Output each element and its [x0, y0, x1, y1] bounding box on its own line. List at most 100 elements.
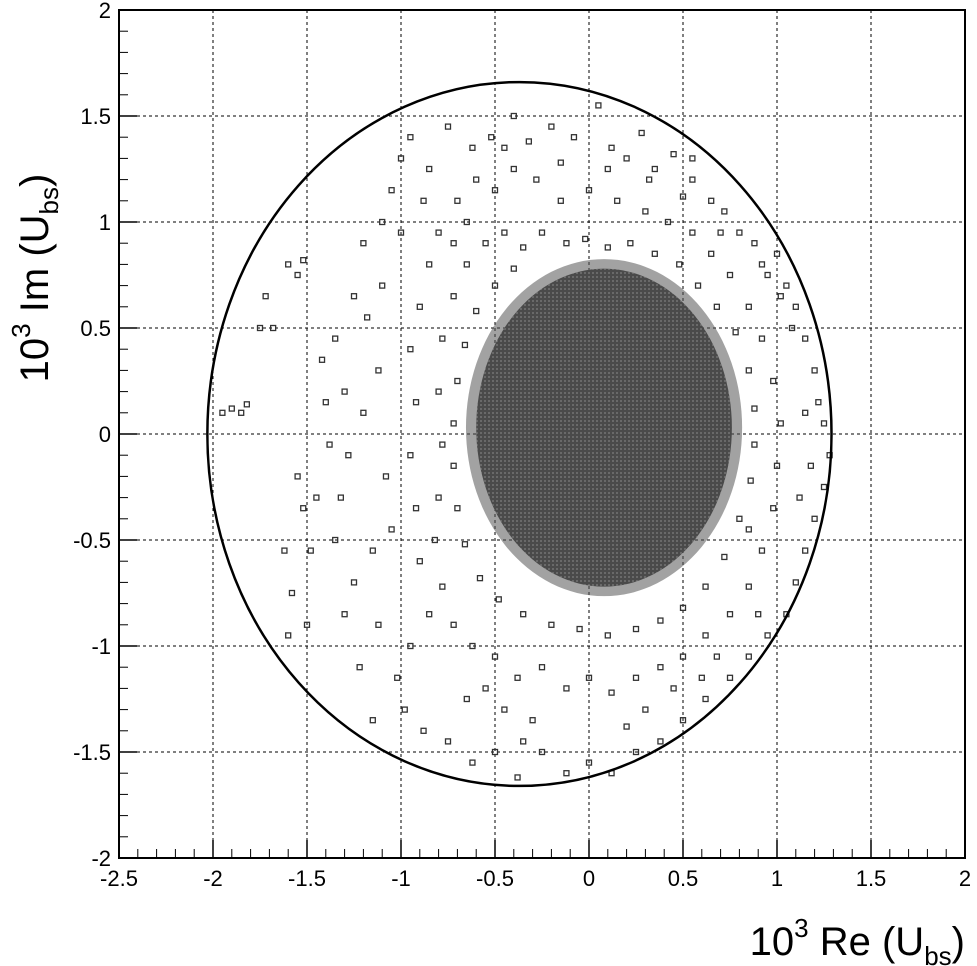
scatter-point [454, 505, 461, 512]
scatter-point [657, 617, 664, 624]
scatter-point [608, 689, 615, 696]
scatter-point [557, 159, 564, 166]
scatter-points [219, 102, 833, 781]
scatter-point [388, 187, 395, 194]
x-tick-label: -2 [203, 866, 223, 891]
scatter-point [694, 282, 702, 289]
scatter-point [435, 494, 442, 501]
scatter-point [520, 611, 527, 618]
scatter-point [721, 553, 728, 561]
scatter-point [604, 165, 611, 173]
scatter-point [708, 250, 715, 257]
scatter-point [689, 176, 696, 183]
scatter-point [439, 583, 446, 590]
scatter-point [285, 632, 292, 639]
scatter-point [773, 462, 781, 469]
y-tick-label: -1.5 [73, 740, 111, 765]
scatter-point [623, 155, 630, 162]
scatter-point [341, 611, 348, 618]
x-tick-label: -0.5 [476, 866, 514, 891]
scatter-point [726, 674, 734, 681]
scatter-point [476, 575, 484, 582]
scatter-point [520, 244, 527, 251]
x-axis-title-exponent: 3 [794, 913, 808, 943]
scatter-point [770, 505, 777, 512]
x-tick-label: 2 [959, 866, 971, 891]
x-tick-label: -2.5 [100, 866, 138, 891]
scatter-point [450, 621, 457, 628]
scatter-point [726, 611, 734, 618]
scatter-point [431, 536, 438, 544]
scatter-point [679, 604, 687, 611]
scatter-point [350, 293, 358, 300]
scatter-point [657, 664, 664, 671]
scatter-point [570, 134, 578, 141]
scatter-point [604, 244, 611, 251]
scatter-point [439, 335, 446, 342]
scatter-point [407, 642, 414, 650]
scatter-point [745, 583, 752, 590]
scatter-point [318, 356, 326, 363]
axis-ticks [118, 9, 966, 859]
x-axis-title: 103 Re (Ubs) [750, 913, 965, 966]
scatter-point [463, 695, 470, 703]
scatter-point [651, 250, 658, 257]
scatter-point [751, 441, 758, 448]
scatter-point [585, 674, 593, 681]
scatter-point [614, 197, 621, 204]
scatter-point [501, 706, 508, 713]
scatter-point [702, 632, 709, 639]
y-tick-label: 0 [99, 422, 111, 447]
scatter-point [469, 759, 476, 766]
scatter-point [642, 208, 649, 215]
scatter-point [337, 494, 344, 501]
scatter-point [538, 748, 546, 756]
y-tick-labels: -2 -1.5 -1 -0.5 0 0.5 1 1.5 2 [73, 0, 111, 871]
scatter-point [623, 723, 630, 730]
scatter-point [792, 579, 799, 586]
scatter-point [745, 367, 752, 374]
scatter-point [563, 240, 570, 247]
scatter-point [732, 329, 739, 336]
x-tick-label: -1.5 [288, 866, 326, 891]
y-axis-title: 103 Im (Ubs) [6, 174, 64, 383]
scatter-point [491, 187, 499, 194]
scatter-point [608, 144, 615, 151]
scatter-point [388, 526, 395, 533]
scatter-point [670, 151, 677, 158]
scatter-point [708, 197, 715, 204]
y-axis-title-close: ) [13, 174, 57, 187]
x-tick-label: 0.5 [668, 866, 699, 891]
scatter-point [510, 165, 517, 173]
y-tick-label: 1.5 [80, 104, 111, 129]
scatter-point [360, 409, 367, 416]
scatter-point [300, 257, 307, 264]
scatter-point [379, 218, 386, 226]
scatter-point [345, 452, 352, 459]
scatter-point [332, 536, 339, 544]
scatter-point [288, 589, 296, 597]
scatter-point [407, 134, 414, 141]
scatter-point [450, 240, 457, 247]
scatter-point [811, 367, 818, 374]
scatter-point [642, 706, 649, 713]
scatter-point [770, 377, 777, 385]
scatter-point [585, 187, 593, 194]
x-tick-labels: -2.5 -2 -1.5 -1 -0.5 0 0.5 1 1.5 2 [100, 866, 971, 891]
scatter-point [777, 420, 784, 427]
scatter-point [676, 261, 683, 268]
scatter-point [702, 695, 709, 703]
scatter-point [375, 621, 382, 628]
scatter-point [394, 674, 401, 681]
scatter-point [689, 155, 696, 162]
scatter-point [270, 324, 277, 332]
x-axis-title-subscript: bs [924, 941, 951, 966]
scatter-point [679, 193, 687, 200]
scatter-point [228, 405, 235, 412]
scatter-point [435, 229, 442, 236]
scatter-point [751, 405, 758, 412]
scatter-point [375, 367, 382, 374]
scatter-point [501, 229, 508, 236]
scatter-point [783, 282, 790, 289]
